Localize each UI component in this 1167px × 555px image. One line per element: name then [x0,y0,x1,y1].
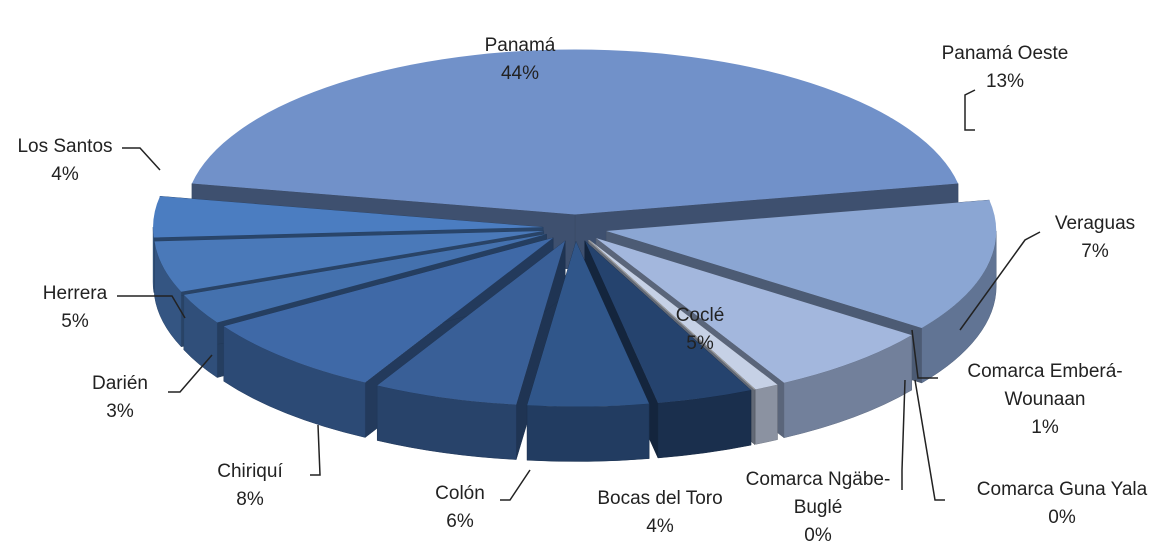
category-name: Colón [435,483,485,504]
leader-line [914,379,945,501]
slice-top [596,238,912,383]
leader-line [310,424,321,476]
value-label: 7% [1081,241,1109,262]
category-name: Darién [92,373,148,394]
slice-label: Coclé 5% [650,302,750,358]
category-name: Herrera [42,283,108,304]
slice-side [526,403,650,462]
slice-top [191,49,959,215]
slice-label: Colón 6% [410,480,510,536]
value-label: 3% [106,401,134,422]
value-label: 5% [61,311,89,332]
leader-line [122,147,161,171]
slice-side [152,227,155,293]
category-name: Los Santos [17,136,113,157]
slice-top [154,230,544,292]
slice-label: Panamá 44% [460,32,580,88]
slice-label: Herrera 5% [25,280,125,336]
slice-top [588,239,756,390]
slice-label: Comarca Emberá-Wounaan 1% [965,358,1125,442]
slice-label: Chiriquí 8% [200,458,300,514]
category-name: Bocas del Toro [597,488,723,509]
category-name: Coclé [675,305,725,326]
leader-line [168,354,213,393]
value-label: 6% [446,511,474,532]
value-label: 4% [51,164,79,185]
category-name: Comarca Emberá-Wounaan [967,361,1123,410]
slice-top [589,240,778,390]
value-label: 5% [686,333,714,354]
category-name: Veraguas [1054,213,1136,234]
slice-top [606,200,997,328]
slice-top [223,237,554,383]
slice-side [755,384,778,445]
value-label: 0% [804,525,832,546]
category-name: Comarca Ngäbe-Buglé [745,469,891,518]
value-label: 8% [236,489,264,510]
category-name: Panamá [484,35,556,56]
leader-line [959,231,1041,331]
leader-line [117,295,186,319]
value-label: 13% [985,71,1025,92]
slice-label: Bocas del Toro 4% [575,485,745,541]
slice-top [377,240,566,405]
slice-top [584,240,751,403]
leader-line [901,379,906,490]
slice-top [527,241,650,407]
slice-label: Comarca Guna Yala 0% [952,476,1167,532]
slice-label: Veraguas 7% [1035,210,1155,266]
leader-line [964,89,976,131]
slice-side [223,325,366,438]
value-label: 1% [1031,417,1059,438]
slice-label: Los Santos 4% [0,133,130,189]
value-label: 4% [646,516,674,537]
leader-line [500,469,531,501]
leader-line [911,329,938,379]
value-label: 0% [1048,507,1076,528]
value-label: 44% [500,63,540,84]
slice-top [183,234,547,323]
slice-label: Comarca Ngäbe-Buglé 0% [743,466,893,550]
category-name: Comarca Guna Yala [976,479,1148,500]
slice-label: Panamá Oeste 13% [920,40,1090,96]
slice-top [153,196,544,238]
category-name: Chiriquí [217,461,283,482]
category-name: Panamá Oeste [941,43,1069,64]
slice [526,241,650,462]
slice-label: Darién 3% [70,370,170,426]
